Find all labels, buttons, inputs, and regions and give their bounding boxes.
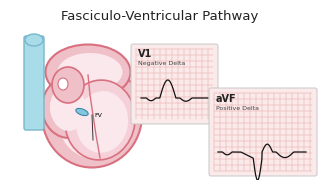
FancyBboxPatch shape: [209, 88, 317, 176]
FancyBboxPatch shape: [131, 44, 218, 124]
Ellipse shape: [42, 62, 142, 168]
Text: V1: V1: [138, 49, 152, 59]
Ellipse shape: [58, 78, 68, 90]
Text: Negative Delta: Negative Delta: [138, 60, 185, 66]
Ellipse shape: [45, 44, 131, 100]
Ellipse shape: [76, 91, 128, 153]
Ellipse shape: [58, 53, 123, 91]
Ellipse shape: [58, 77, 132, 159]
Ellipse shape: [42, 78, 94, 138]
Ellipse shape: [50, 85, 86, 131]
Ellipse shape: [76, 108, 88, 116]
FancyBboxPatch shape: [24, 36, 44, 130]
Ellipse shape: [65, 80, 135, 160]
Ellipse shape: [25, 34, 43, 46]
Text: aVF: aVF: [216, 94, 236, 104]
Text: Positive Delta: Positive Delta: [216, 105, 259, 111]
Text: FV: FV: [94, 112, 102, 118]
Ellipse shape: [52, 67, 84, 103]
Text: Fasciculo-Ventricular Pathway: Fasciculo-Ventricular Pathway: [61, 10, 259, 23]
